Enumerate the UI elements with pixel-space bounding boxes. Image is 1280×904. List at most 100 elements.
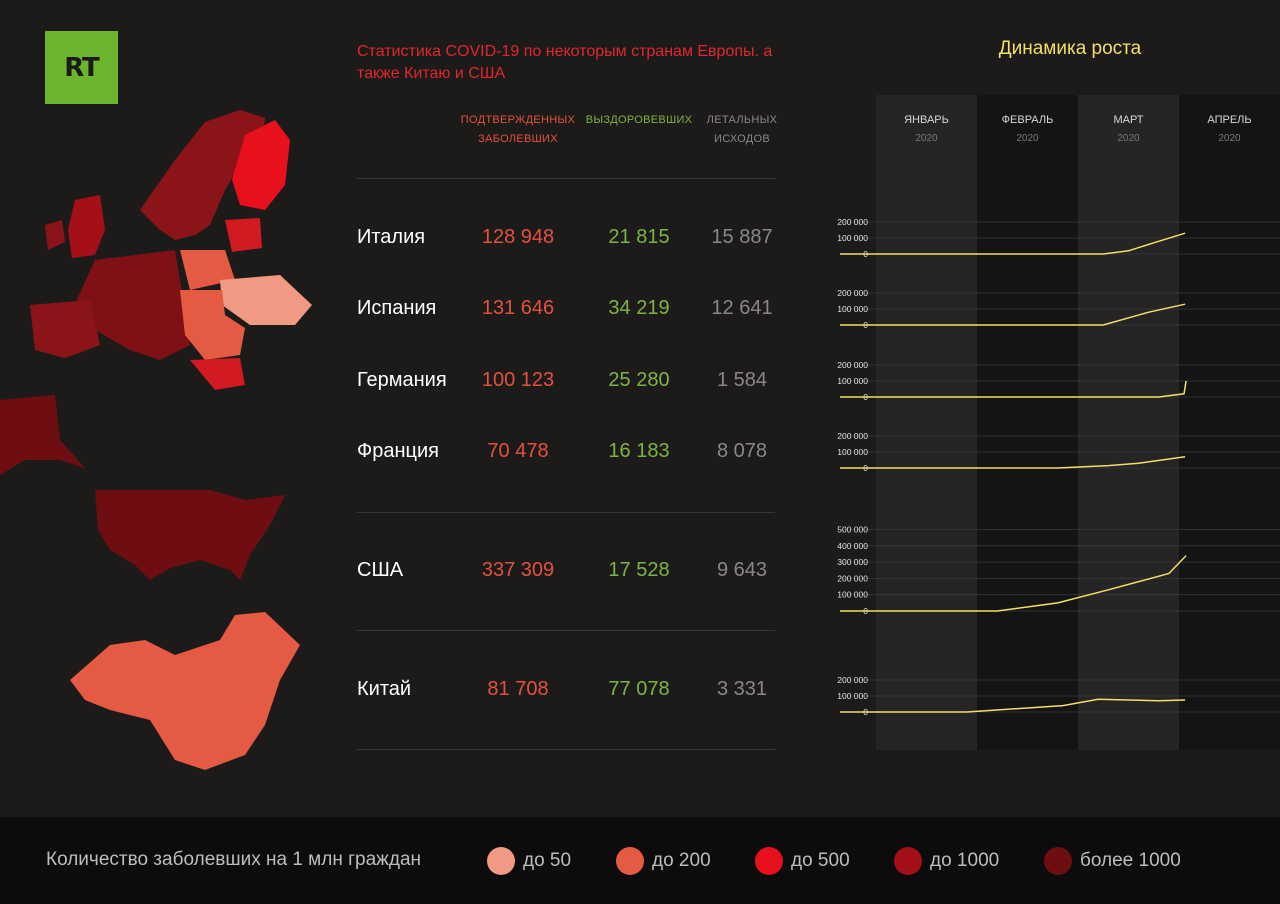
y-tick-label: 100 000 bbox=[837, 233, 868, 243]
table-row: Германия 100 123 25 280 1 584 bbox=[357, 369, 777, 399]
map-china bbox=[70, 612, 300, 770]
map-alaska bbox=[0, 395, 85, 475]
y-tick-label: 200 000 bbox=[837, 431, 868, 441]
growth-charts: ЯНВАРЬ 2020 ФЕВРАЛЬ 2020 МАРТ 2020 АПРЕЛЬ 2020 2… bbox=[837, 95, 1280, 750]
map-baltics bbox=[225, 218, 262, 252]
y-tick-label: 100 000 bbox=[837, 304, 868, 314]
dynamics-title: Динамика роста bbox=[998, 38, 1142, 59]
country-name: Германия bbox=[357, 369, 447, 391]
table-row: Китай 81 708 77 078 3 331 bbox=[357, 678, 777, 708]
legend-label: до 50 bbox=[523, 850, 572, 871]
legend-item: до 1000 bbox=[894, 846, 999, 876]
divider bbox=[357, 749, 775, 750]
legend-title: Количество заболевших на 1 млн граждан bbox=[46, 849, 422, 870]
deaths-count: 15 887 bbox=[711, 226, 773, 248]
rt-logo: RT bbox=[45, 31, 118, 104]
map-balkans bbox=[190, 358, 245, 390]
month-column bbox=[876, 95, 977, 750]
map-finland bbox=[232, 120, 290, 210]
series-line bbox=[876, 698, 1186, 713]
y-tick-label: 200 000 bbox=[837, 573, 868, 583]
series-line bbox=[876, 303, 1186, 326]
y-tick-label: 100 000 bbox=[837, 447, 868, 457]
deaths-count: 3 331 bbox=[716, 678, 768, 700]
legend-swatch bbox=[894, 847, 922, 875]
table-row: Италия 128 948 21 815 15 887 bbox=[357, 226, 777, 256]
map-ukraine bbox=[220, 275, 312, 325]
world-map bbox=[0, 110, 312, 770]
month-column bbox=[977, 95, 1078, 750]
series-line bbox=[876, 232, 1186, 255]
y-tick-label: 400 000 bbox=[837, 541, 868, 551]
month-column bbox=[1179, 95, 1280, 750]
deaths-count: 1 584 bbox=[716, 369, 768, 391]
y-tick-label: 200 000 bbox=[837, 288, 868, 298]
month-label: АПРЕЛЬ bbox=[1207, 114, 1251, 126]
map-east-central bbox=[180, 290, 245, 360]
legend-swatch bbox=[1044, 847, 1072, 875]
column-header-recovered: ВЫЗДОРОВЕВШИХ bbox=[585, 114, 693, 126]
confirmed-count: 81 708 bbox=[487, 678, 549, 700]
legend-item: до 200 bbox=[616, 846, 711, 876]
confirmed-count: 337 309 bbox=[481, 559, 555, 581]
confirmed-count: 70 478 bbox=[487, 440, 549, 462]
series-line bbox=[876, 555, 1187, 612]
confirmed-count: 128 948 bbox=[481, 226, 555, 248]
country-name: США bbox=[357, 559, 404, 581]
month-year: 2020 bbox=[915, 133, 938, 144]
legend-item: до 50 bbox=[487, 846, 571, 876]
series-line bbox=[876, 380, 1187, 398]
divider bbox=[357, 178, 775, 179]
recovered-count: 77 078 bbox=[608, 678, 670, 700]
country-name: Франция bbox=[357, 440, 439, 462]
legend-label: до 1000 bbox=[930, 850, 1000, 871]
confirmed-count: 100 123 bbox=[481, 369, 555, 391]
divider bbox=[357, 630, 775, 631]
legend-label: до 200 bbox=[652, 850, 711, 871]
column-header-confirmed: ПОДТВЕРЖДЕННЫХ ЗАБОЛЕВШИХ bbox=[460, 114, 576, 145]
confirmed-count: 131 646 bbox=[481, 297, 555, 319]
deaths-count: 12 641 bbox=[711, 297, 773, 319]
map-central-west bbox=[70, 250, 190, 360]
recovered-count: 16 183 bbox=[608, 440, 670, 462]
map-usa bbox=[95, 490, 285, 580]
y-tick-label: 500 000 bbox=[837, 525, 868, 535]
month-column bbox=[1078, 95, 1179, 750]
deaths-count: 9 643 bbox=[716, 559, 768, 581]
series-line bbox=[876, 456, 1186, 469]
legend-swatch bbox=[755, 847, 783, 875]
y-tick-label: 100 000 bbox=[837, 590, 868, 600]
legend-label: более 1000 bbox=[1080, 850, 1181, 871]
recovered-count: 25 280 bbox=[608, 369, 670, 391]
column-header-deaths: ЛЕТАЛЬНЫХ ИСХОДОВ bbox=[706, 114, 778, 145]
legend-item: более 1000 bbox=[1044, 846, 1181, 876]
recovered-count: 34 219 bbox=[608, 297, 670, 319]
month-label: МАРТ bbox=[1113, 114, 1143, 126]
recovered-count: 17 528 bbox=[608, 559, 670, 581]
table-row: Испания 131 646 34 219 12 641 bbox=[357, 297, 777, 327]
table-row: США 337 309 17 528 9 643 bbox=[357, 559, 777, 589]
map-ireland bbox=[45, 220, 65, 250]
month-year: 2020 bbox=[1016, 133, 1039, 144]
map-scandinavia bbox=[140, 110, 265, 240]
legend-label: до 500 bbox=[791, 850, 850, 871]
legend-swatch bbox=[616, 847, 644, 875]
month-label: ЯНВАРЬ bbox=[904, 114, 949, 126]
page-title: Статистика COVID-19 по некоторым странам… bbox=[357, 43, 773, 82]
recovered-count: 21 815 bbox=[608, 226, 670, 248]
table-row: Франция 70 478 16 183 8 078 bbox=[357, 440, 777, 470]
month-year: 2020 bbox=[1117, 133, 1140, 144]
divider bbox=[357, 512, 775, 513]
y-tick-label: 200 000 bbox=[837, 217, 868, 227]
month-year: 2020 bbox=[1218, 133, 1241, 144]
legend-item: до 500 bbox=[755, 846, 850, 876]
y-tick-label: 200 000 bbox=[837, 360, 868, 370]
deaths-count: 8 078 bbox=[716, 440, 768, 462]
y-tick-label: 100 000 bbox=[837, 691, 868, 701]
y-tick-label: 100 000 bbox=[837, 376, 868, 386]
y-tick-label: 200 000 bbox=[837, 675, 868, 685]
legend-swatch bbox=[487, 847, 515, 875]
country-name: Испания bbox=[357, 297, 437, 319]
map-iberia bbox=[30, 300, 100, 358]
map-uk bbox=[68, 195, 105, 258]
